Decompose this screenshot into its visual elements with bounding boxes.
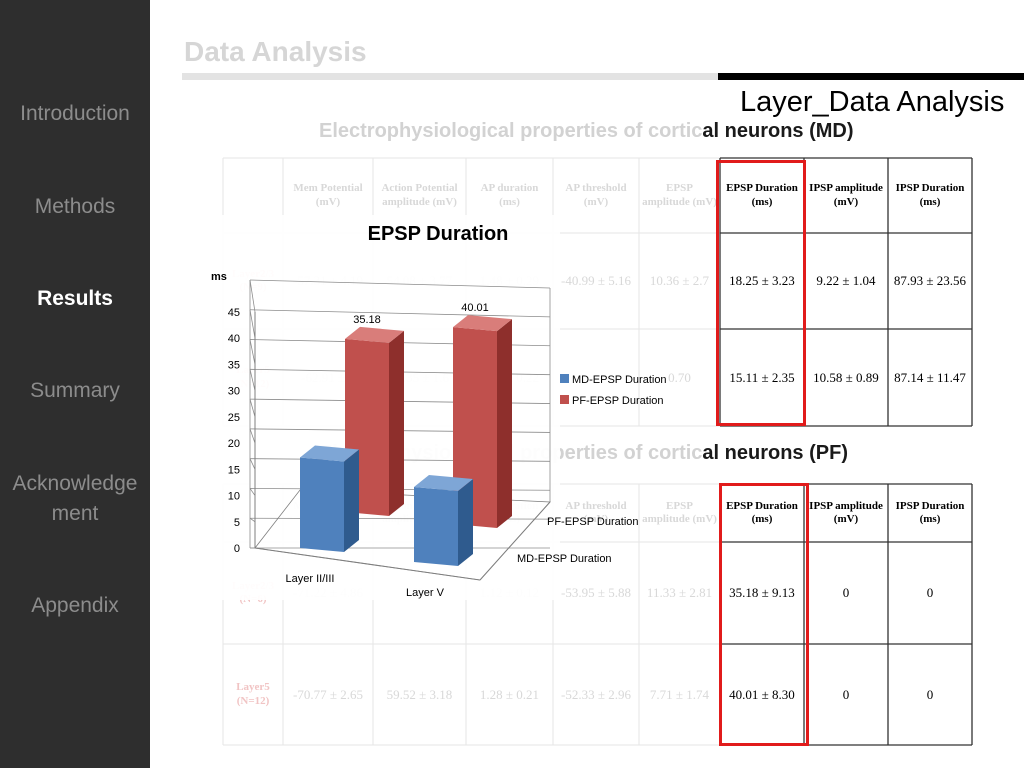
- y-axis-label: ms: [211, 271, 227, 283]
- table-cell-faded: 1.28 ± 0.21: [479, 686, 540, 702]
- table-cell: 0: [926, 686, 934, 702]
- y-tick-label: 30: [228, 386, 240, 398]
- grid-line: [249, 458, 256, 470]
- y-tick-label: 40: [228, 333, 240, 345]
- row-layer-label: Layer5: [236, 681, 270, 694]
- bar-side: [497, 319, 512, 528]
- table-header: EPSP Duration (ms): [726, 182, 798, 208]
- table-header: IPSP Duration (ms): [895, 499, 965, 525]
- highlight-md-epsp-duration: [716, 160, 806, 426]
- y-tick-label: 45: [228, 307, 240, 319]
- grid-line: [249, 339, 256, 365]
- table-cell-faded: -53.95 ± 5.88: [561, 585, 631, 601]
- table-header: IPSP amplitude (mV): [809, 499, 883, 525]
- table-cell-faded: -70.77 ± 2.65: [293, 686, 363, 702]
- depth-tick-label: PF-EPSP Duration: [547, 516, 639, 528]
- bar-front: [453, 327, 497, 528]
- y-tick-label: 0: [234, 543, 240, 555]
- table-cell: 40.01 ± 8.30: [729, 686, 795, 702]
- grid-line: [249, 399, 256, 417]
- sidebar: Introduction Methods Results Summary Ack…: [0, 0, 150, 768]
- legend-label: PF-EPSP Duration: [572, 395, 664, 407]
- page-title: Data Analysis: [184, 36, 367, 67]
- table-cell-faded: -52.33 ± 2.96: [561, 686, 631, 702]
- bar-top: [345, 326, 404, 343]
- x-tick-label: Layer II/III: [286, 573, 335, 585]
- bar-front: [414, 487, 458, 566]
- nav-acknowledgement[interactable]: Acknowledge ment: [12, 472, 138, 525]
- row-label: Layer5(N=12): [223, 644, 283, 745]
- table-header-faded: EPSP amplitude (mV): [642, 499, 717, 525]
- nav-appendix[interactable]: Appendix: [31, 594, 119, 617]
- y-tick-label: 35: [228, 359, 240, 371]
- table-cell-faded: 10.36 ± 2.7: [649, 273, 710, 289]
- row-n-label: (N=12): [236, 694, 270, 707]
- highlight-pf-epsp-duration: [719, 483, 809, 746]
- table-cell: 10.58 ± 0.89: [813, 369, 879, 385]
- bar-top: [453, 315, 512, 332]
- x-tick-label: Layer V: [406, 587, 445, 599]
- table-cell: 9.22 ± 1.04: [816, 273, 876, 289]
- table-cell: 18.25 ± 3.23: [729, 273, 795, 289]
- bar-top: [300, 445, 359, 462]
- grid-line: [249, 309, 551, 318]
- table-header-faded: AP duration (ms): [480, 182, 539, 208]
- depth-axis-line: [479, 501, 551, 581]
- table-header-faded: AP threshold (mV): [565, 182, 627, 208]
- table-cell-faded: -40.99 ± 5.16: [561, 273, 631, 289]
- bar-top: [414, 475, 473, 492]
- legend-swatch-md: [560, 374, 569, 383]
- data-label: 40.01: [461, 302, 489, 314]
- nav-results[interactable]: Results: [37, 287, 113, 310]
- table-cell-faded: 11.33 ± 2.81: [646, 585, 713, 601]
- table-header-faded: Action Potential amplitude (mV): [381, 182, 458, 208]
- table-md-title: Electrophysiological properties of corti…: [319, 120, 854, 142]
- table-cell: 35.18 ± 9.13: [729, 585, 795, 601]
- y-tick-label: 20: [228, 438, 240, 450]
- page-subtitle: Layer_Data Analysis: [740, 86, 1005, 118]
- grid-line: [249, 369, 256, 391]
- grid-line: [249, 428, 256, 444]
- grid-line: [249, 279, 551, 289]
- data-label: 35.18: [353, 314, 381, 326]
- subtitle-rule: [718, 73, 1024, 80]
- table-cell-faded: 0.70: [668, 369, 691, 385]
- nav-introduction[interactable]: Introduction: [20, 102, 130, 125]
- y-tick-label: 10: [228, 491, 240, 503]
- bar-side: [458, 479, 473, 566]
- legend-label: MD-EPSP Duration: [572, 374, 667, 386]
- table-header: EPSP Duration (ms): [726, 499, 798, 525]
- table-cell-faded: 59.52 ± 3.18: [386, 686, 453, 702]
- table-cell: 15.11 ± 2.35: [729, 369, 795, 385]
- table-cell: 87.14 ± 11.47: [894, 369, 966, 385]
- y-tick-label: 25: [228, 412, 240, 424]
- y-tick-label: 5: [234, 517, 240, 529]
- table-header: IPSP Duration (ms): [895, 182, 965, 208]
- grid-line: [249, 309, 256, 339]
- table-header-faded: EPSP amplitude (mV): [642, 182, 717, 208]
- bar-side: [389, 330, 404, 516]
- depth-tick-label: MD-EPSP Duration: [517, 553, 612, 565]
- grid-line: [249, 517, 256, 523]
- table-cell: 0: [926, 585, 934, 601]
- nav-methods[interactable]: Methods: [34, 195, 116, 218]
- table-cell: 0: [842, 585, 850, 601]
- table-header: IPSP amplitude (mV): [809, 182, 883, 208]
- grid-line: [249, 488, 256, 496]
- table-header-faded: Mem Potential (mV): [293, 182, 363, 208]
- bar-side: [344, 449, 359, 552]
- chart-title: EPSP Duration: [368, 223, 509, 245]
- table-header-faded: AP threshold (mV): [565, 499, 627, 525]
- title-rule: [182, 73, 718, 80]
- nav-summary[interactable]: Summary: [30, 379, 120, 402]
- legend-swatch-pf: [560, 395, 569, 404]
- x-axis-line: [254, 547, 481, 581]
- y-tick-label: 15: [228, 464, 240, 476]
- bar-front: [300, 457, 344, 552]
- table-cell: 87.93 ± 23.56: [893, 273, 967, 289]
- grid-line: [249, 279, 256, 313]
- table-cell: 0: [842, 686, 850, 702]
- table-cell-faded: 7.71 ± 1.74: [649, 686, 710, 702]
